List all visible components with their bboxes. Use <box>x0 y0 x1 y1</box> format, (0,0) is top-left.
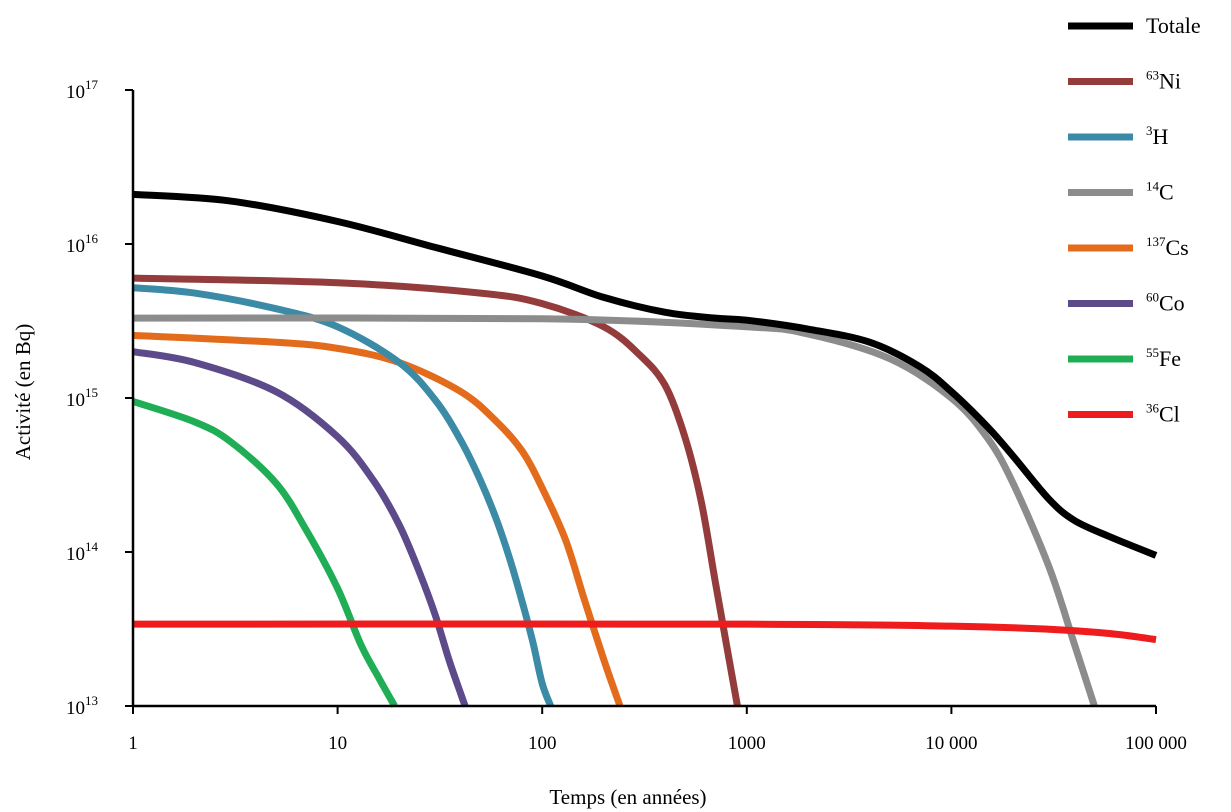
x-tick-label: 10 000 <box>925 733 977 754</box>
series-line-3h <box>132 284 554 708</box>
y-tick-label: 1016 <box>66 231 99 257</box>
series-line-63ni <box>132 274 741 707</box>
legend-label-63ni: 63Ni <box>1146 68 1181 94</box>
x-tick-label: 100 <box>528 733 557 754</box>
y-tick-label: 1017 <box>66 77 99 103</box>
y-tick-label: 1014 <box>66 539 99 565</box>
series-line-totale <box>132 190 1158 559</box>
y-tick-label: 1015 <box>66 385 98 411</box>
series-layer <box>131 190 1158 708</box>
legend-label-36cl: 36Cl <box>1146 401 1180 427</box>
series-line-14c <box>132 314 1098 708</box>
series-line-137cs <box>132 331 624 708</box>
x-tick-label: 1 <box>128 733 138 754</box>
legend-label-137cs: 137Cs <box>1146 234 1189 260</box>
y-tick-label: 1013 <box>66 693 98 719</box>
x-tick-label: 1000 <box>728 733 766 754</box>
x-axis-title: Temps (en années) <box>549 785 706 809</box>
series-line-36cl <box>132 620 1157 644</box>
y-axis-title: Activité (en Bq) <box>11 324 35 460</box>
legend-label-55fe: 55Fe <box>1146 345 1181 371</box>
x-tick-label: 100 000 <box>1125 733 1187 754</box>
x-tick-label: 10 <box>328 733 347 754</box>
tick-layer: 1 10 100 1000 10 000 100 000 1013 1014 1015 1016 1… <box>66 77 1187 754</box>
legend: Totale 63Ni 3H 14C 137Cs 60Co 55Fe 36Cl <box>1068 13 1201 427</box>
legend-label-14c: 14C <box>1146 179 1174 205</box>
series-line-55fe <box>131 398 398 708</box>
legend-label-3h: 3H <box>1146 123 1169 149</box>
series-line-60co <box>132 348 469 708</box>
legend-label-60co: 60Co <box>1146 290 1185 316</box>
legend-label-totale: Totale <box>1146 13 1201 38</box>
